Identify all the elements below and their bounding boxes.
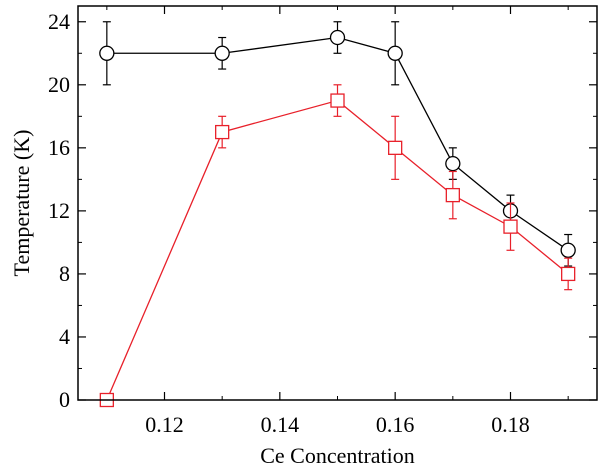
series-1 [99,84,576,408]
data-point [330,93,345,108]
series-line [106,36,569,251]
data-point [214,45,230,61]
data-point [388,140,403,155]
y-tick-label: 8 [59,261,70,286]
y-tick-label: 12 [48,198,70,223]
y-tick-label: 16 [48,135,70,160]
data-point [329,29,346,46]
data-point [445,155,461,172]
y-tick-label: 20 [48,72,70,97]
y-axis-title: Temperature (K) [9,130,34,277]
x-tick-label: 0.18 [491,412,530,437]
data-point [387,45,403,61]
series-line [106,99,569,401]
plot-frame [77,5,598,401]
ticks-layer: 0.12 0.14 0.16 0.18 0 4 8 12 16 20 24 [48,6,597,437]
y-tick-label: 4 [59,324,70,349]
x-tick-label: 0.16 [376,412,415,437]
data-point [215,124,230,140]
data-point [503,219,518,234]
data-point [445,187,460,203]
x-axis-title: Ce Concentration [260,443,415,468]
y-tick-label: 0 [59,387,70,412]
series-layer [99,21,576,408]
data-point [560,242,576,258]
data-point [561,266,576,282]
y-tick-label: 24 [48,9,70,34]
x-tick-label: 0.12 [145,412,184,437]
data-point [99,45,115,61]
x-tick-label: 0.14 [261,412,300,437]
